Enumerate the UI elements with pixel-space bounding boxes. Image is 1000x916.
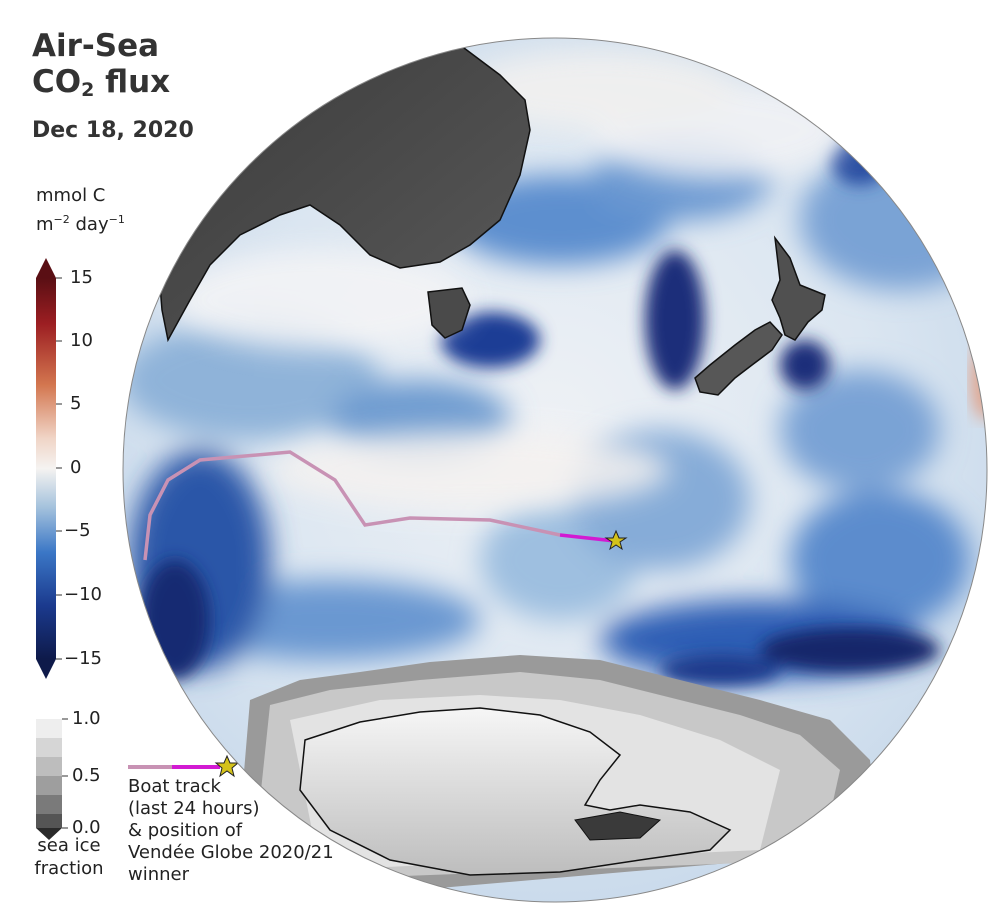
flux-tick-neg15: −15 bbox=[64, 648, 102, 669]
flux-tick-neg10: −10 bbox=[64, 584, 102, 605]
tasmania bbox=[427, 287, 471, 339]
ice-caption: sea ice fraction bbox=[34, 835, 104, 879]
flux-tick-15: 15 bbox=[70, 267, 93, 288]
boat-track-recent bbox=[559, 533, 616, 543]
ice-tick-05: 0.5 bbox=[72, 765, 101, 786]
ice-tick-1: 1.0 bbox=[72, 708, 101, 729]
boat-track-older bbox=[143, 450, 561, 561]
flux-tick-5: 5 bbox=[70, 393, 82, 414]
new-zealand-north-island bbox=[771, 235, 826, 341]
boat-position-star-icon bbox=[604, 529, 628, 551]
units-line-1: mmol C bbox=[36, 185, 106, 206]
flux-tick-10: 10 bbox=[70, 330, 93, 351]
flux-tick-0: 0 bbox=[70, 457, 82, 478]
title-line-1: Air-Sea bbox=[32, 28, 160, 64]
colorbar-units: mmol C m−2 day−1 bbox=[36, 184, 125, 237]
map-date: Dec 18, 2020 bbox=[32, 118, 194, 143]
units-line-2: m−2 day−1 bbox=[36, 213, 125, 235]
title-line-2: CO2 flux bbox=[32, 64, 171, 101]
map-title: Air-Sea CO2 flux bbox=[32, 28, 170, 108]
boat-track-legend: Boat track (last 24 hours) & position of… bbox=[128, 776, 334, 885]
new-zealand-south-island bbox=[694, 321, 783, 396]
flux-tick-neg5: −5 bbox=[64, 520, 91, 541]
ice-tick-0: 0.0 bbox=[72, 817, 101, 838]
